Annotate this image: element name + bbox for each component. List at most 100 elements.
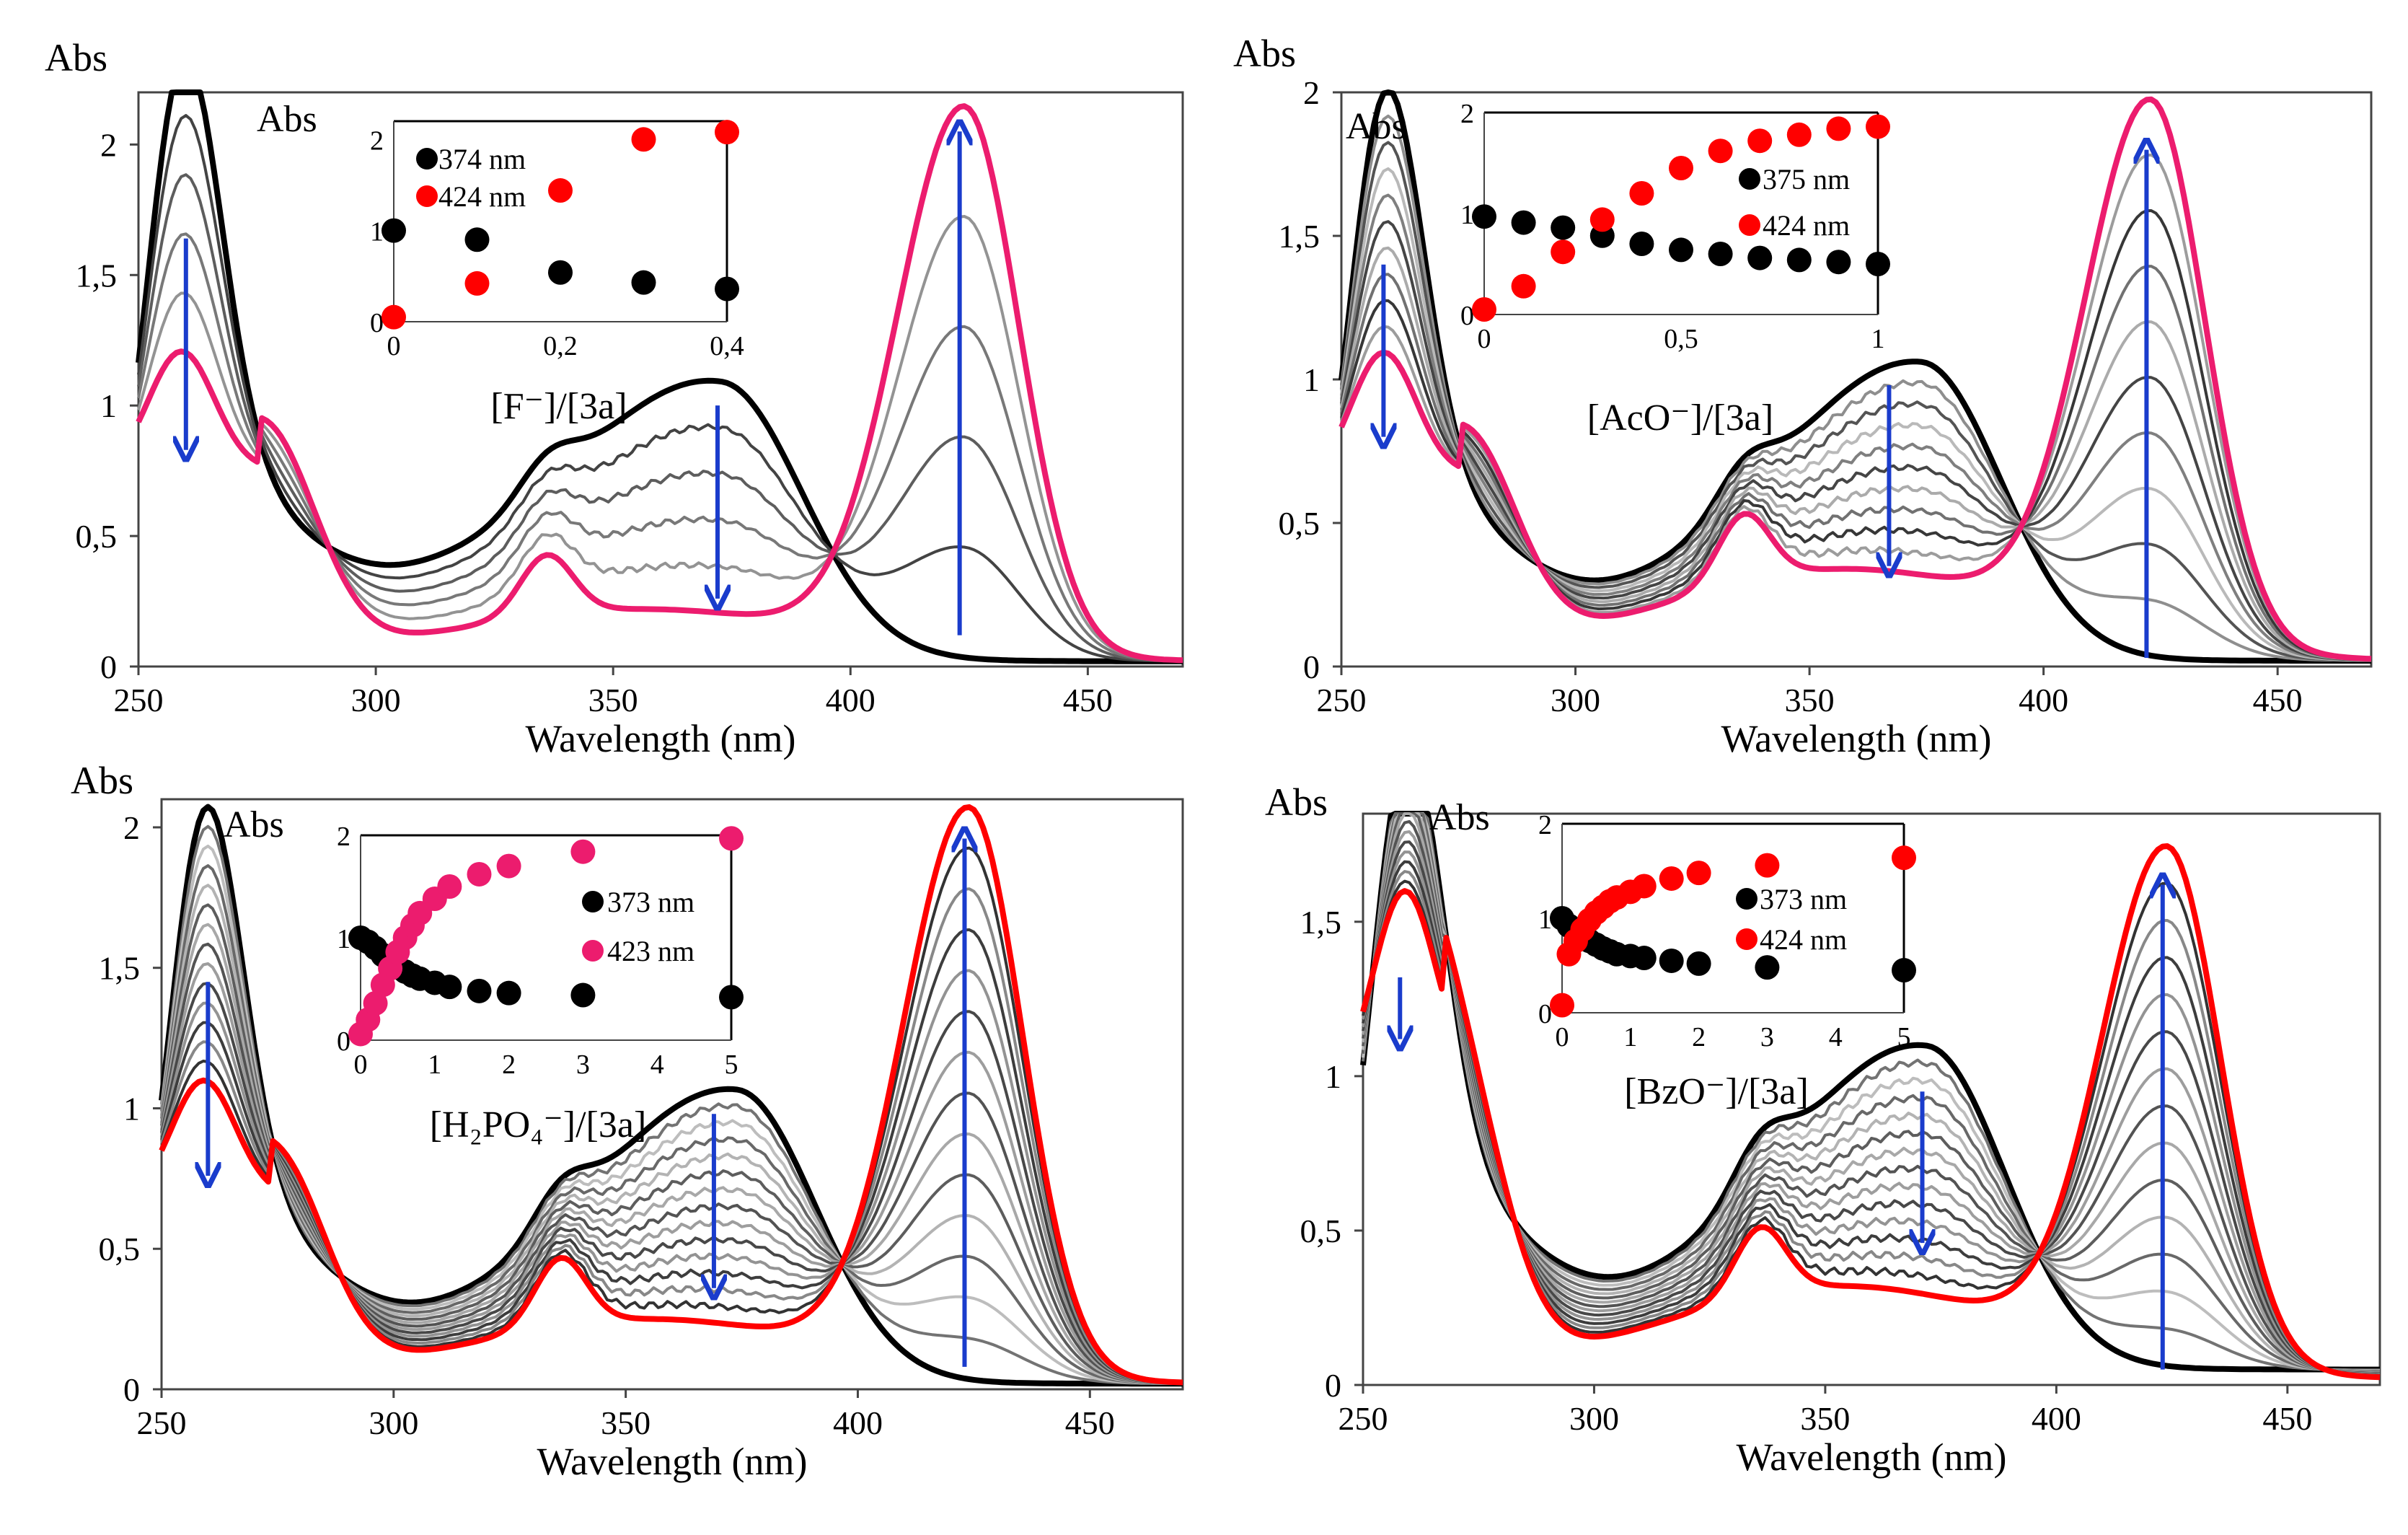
inset-data-point: [719, 826, 744, 851]
inset-data-point: [1826, 116, 1851, 141]
spectrum-line: [1362, 812, 2380, 1372]
inset-x-tick-label: 0: [387, 331, 401, 361]
y-tick-label: 0: [1303, 648, 1320, 685]
inset-data-point: [467, 978, 492, 1003]
chart-panel-F: 250 300 350 400 450 0 0,5 1 1,5 2 Wavelength (nm) A…: [45, 36, 1184, 760]
inset-data-point: [1472, 204, 1496, 229]
inset-data-point: [1631, 874, 1657, 899]
inset-y-tick-label: 0: [370, 308, 384, 338]
spectrum-line: [1340, 209, 2372, 661]
x-tick-label: 250: [1317, 682, 1367, 718]
inset-data-point: [1747, 128, 1773, 154]
y-tick-label: 2: [100, 126, 117, 163]
inset-x-tick-label: 3: [1760, 1022, 1774, 1052]
x-axis-title: Wavelength (nm): [537, 1440, 807, 1483]
inset-data-point: [1659, 866, 1684, 891]
y-tick-label: 1: [123, 1090, 140, 1127]
y-tick-label: 1: [1325, 1058, 1341, 1095]
y-tick-label: 0,5: [1279, 505, 1320, 542]
x-tick-label: 350: [601, 1404, 650, 1441]
inset-x-axis-title: [AcO⁻]/[3a]: [1587, 397, 1773, 439]
inset-x-tick-label: 4: [1829, 1022, 1843, 1052]
x-tick-label: 350: [1800, 1400, 1850, 1437]
inset-x-axis-title: [H₂PO₄⁻]/[3a]: [430, 1104, 647, 1145]
inset-y-tick-label: 0: [337, 1026, 350, 1057]
x-tick-label: 450: [2253, 682, 2303, 718]
x-axis-title: Wavelength (nm): [1721, 717, 1991, 760]
inset-legend-label: 424 nm: [1763, 209, 1850, 242]
inset-x-tick-label: 0: [1478, 324, 1491, 354]
spectrum-line: [1360, 811, 2380, 1373]
inset-legend-marker: [416, 185, 438, 207]
x-tick-label: 450: [2262, 1400, 2312, 1437]
y-axis-title: Abs: [71, 759, 133, 802]
x-tick-label: 300: [351, 682, 401, 718]
inset-x-tick-label: 1: [1623, 1022, 1637, 1052]
inset-data-point: [548, 178, 573, 203]
spectrum-line: [137, 173, 1183, 663]
inset-y-tick-label: 2: [1460, 99, 1474, 129]
spectrum-line: [136, 103, 1183, 664]
inset-data-point: [719, 985, 744, 1010]
inset-y-tick-label: 1: [1460, 200, 1474, 230]
inset-data-point: [548, 260, 573, 285]
x-tick-label: 400: [833, 1404, 883, 1441]
inset-legend-marker: [1736, 928, 1758, 950]
inset-data-point: [1589, 207, 1615, 232]
inset-legend-label: 373 nm: [607, 886, 694, 918]
inset-abs-label: Abs: [1346, 106, 1406, 147]
y-axis-title: Abs: [1265, 780, 1328, 824]
inset-data-point: [437, 975, 462, 1000]
y-tick-label: 1,5: [1300, 904, 1342, 941]
inset-x-tick-label: 5: [1897, 1022, 1911, 1052]
inset-legend-marker: [582, 940, 604, 962]
inset-legend-marker: [1736, 888, 1758, 910]
spectrum-line: [1340, 114, 2372, 662]
inset-data-point: [1786, 122, 1812, 147]
y-tick-label: 0: [1325, 1367, 1341, 1404]
spectrum-line: [1338, 96, 2372, 662]
inset-x-tick-label: 3: [576, 1050, 590, 1080]
y-axis-title: Abs: [1233, 32, 1296, 75]
y-tick-label: 1,5: [99, 950, 141, 987]
inset-legend-label: 424 nm: [1760, 923, 1847, 956]
spectrum-line: [1340, 246, 2372, 661]
y-tick-label: 2: [1303, 74, 1320, 111]
inset-data-point: [1892, 958, 1916, 983]
inset-x-tick-label: 0,4: [710, 331, 744, 361]
inset-data-point: [1826, 250, 1851, 275]
inset-legend-label: 423 nm: [607, 935, 694, 967]
inset-legend-marker: [1739, 168, 1760, 190]
x-tick-label: 400: [2019, 682, 2068, 718]
inset-data-point: [1551, 215, 1576, 240]
x-tick-label: 450: [1065, 1404, 1115, 1441]
x-tick-label: 300: [369, 1404, 418, 1441]
x-tick-label: 300: [1551, 682, 1600, 718]
inset-data-point: [1892, 845, 1916, 871]
inset-data-point: [496, 980, 521, 1006]
spectrum-line: [1360, 843, 2381, 1381]
y-tick-label: 1: [100, 387, 117, 424]
x-tick-label: 350: [588, 682, 638, 718]
inset-data-point: [1708, 242, 1733, 266]
inset-data-point: [631, 270, 656, 295]
inset-data-point: [464, 227, 490, 252]
inset-data-point: [715, 120, 739, 145]
spectrum-line: [159, 804, 1183, 1386]
inset-x-axis-title: [BzO⁻]/[3a]: [1624, 1071, 1809, 1112]
inset-y-tick-label: 2: [337, 822, 350, 852]
inset-data-point: [1669, 156, 1693, 180]
inset-y-tick-label: 1: [1538, 905, 1552, 935]
spectrum-line: [1340, 167, 2372, 662]
inset-data-point: [1629, 181, 1654, 206]
spectrum-line: [1338, 89, 2371, 664]
spectrum-line: [137, 232, 1183, 662]
x-tick-label: 350: [1785, 682, 1835, 718]
inset-data-point: [1511, 273, 1536, 299]
x-tick-label: 450: [1063, 682, 1113, 718]
inset-abs-label: Abs: [224, 804, 284, 845]
x-tick-label: 400: [2032, 1400, 2081, 1437]
inset-legend-label: 375 nm: [1763, 163, 1850, 195]
inset-data-point: [1686, 951, 1711, 976]
spectrum-line: [1340, 193, 2372, 661]
